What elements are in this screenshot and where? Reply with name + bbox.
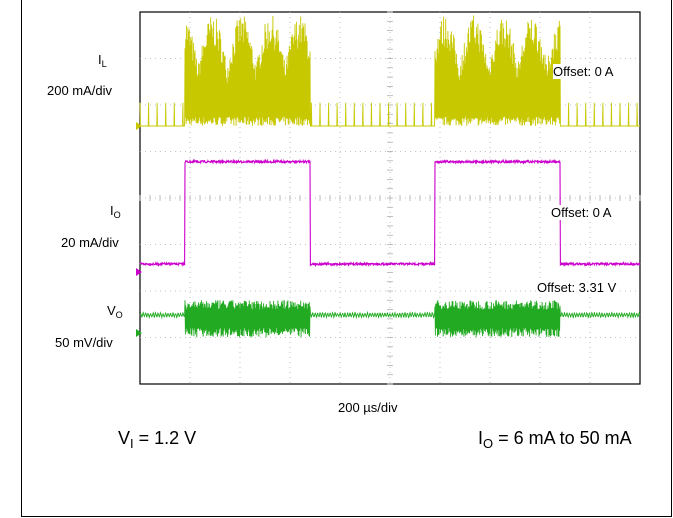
- grid: [139, 11, 641, 385]
- io-scale-label: 20 mA/div: [61, 235, 119, 250]
- io-ground-marker: [136, 268, 142, 276]
- traces: [139, 15, 641, 338]
- il-channel-label: IL: [98, 52, 107, 69]
- figure-frame: [21, 0, 672, 517]
- time-scale-label: 200 µs/div: [338, 400, 398, 415]
- vo-offset-label: Offset: 3.31 V: [537, 280, 617, 295]
- load-current-condition: IO = 6 mA to 50 mA: [478, 428, 632, 451]
- io-trace: [139, 158, 641, 268]
- il-trace: [139, 15, 640, 127]
- channel-markers: [136, 122, 142, 337]
- il-offset-label: Offset: 0 A: [553, 64, 614, 79]
- il-ground-marker: [136, 122, 142, 130]
- vo-scale-label: 50 mV/div: [55, 335, 113, 350]
- vo-ground-marker: [136, 329, 142, 337]
- io-channel-label: IO: [110, 203, 121, 220]
- input-voltage-condition: VI = 1.2 V: [118, 428, 197, 451]
- vo-channel-label: VO: [107, 303, 123, 320]
- vo-trace: [139, 300, 641, 338]
- io-offset-label: Offset: 0 A: [551, 205, 612, 220]
- il-scale-label: 200 mA/div: [47, 83, 113, 98]
